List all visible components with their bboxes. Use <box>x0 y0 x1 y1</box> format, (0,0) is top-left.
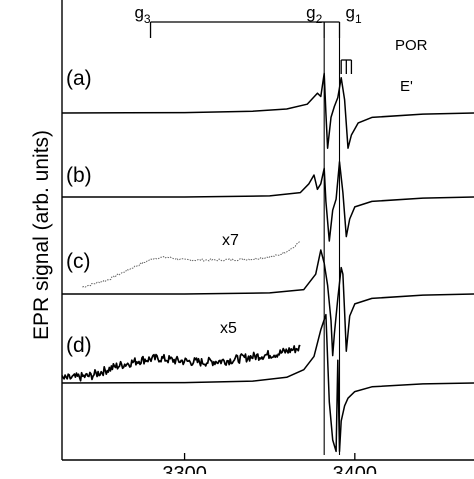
spectrum-trace-panel-a <box>61 72 474 149</box>
x-tick-label-3400: 3400 <box>333 463 378 474</box>
panel-label-c: (c) <box>66 250 91 273</box>
g3-label: g3 <box>134 3 150 26</box>
curves-layer <box>61 38 474 455</box>
g-marker-bracket: g3 g2 g1 POR E' <box>134 3 427 95</box>
spectrum-trace-panel-d <box>61 313 474 453</box>
x-tick-label-3300: 3300 <box>162 463 207 474</box>
e-prime-label: E' <box>400 78 413 95</box>
spectrum-trace-panel-c <box>62 249 474 357</box>
magnification-label-x5: x5 <box>220 320 237 337</box>
g1-label: g1 <box>346 3 362 26</box>
panel-label-d: (d) <box>66 334 92 357</box>
y-axis-label: EPR signal (arb. units) <box>30 130 53 340</box>
panel-label-a: (a) <box>66 67 92 90</box>
g2-label: g2 <box>306 3 322 26</box>
spectrum-trace-x7 <box>82 240 301 288</box>
x-ticks: 3300 3400 <box>162 453 378 479</box>
por-label: POR <box>395 37 428 54</box>
spectrum-trace-panel-b <box>62 161 474 242</box>
panel-label-b: (b) <box>66 164 92 187</box>
spectrum-trace-x5 <box>61 344 301 382</box>
e-prime-markers <box>340 59 353 74</box>
magnification-label-x7: x7 <box>222 232 239 249</box>
